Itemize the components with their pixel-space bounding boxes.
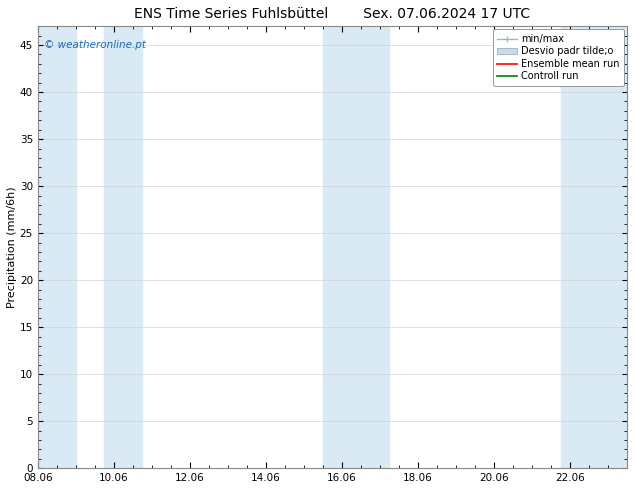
Title: ENS Time Series Fuhlsbüttel        Sex. 07.06.2024 17 UTC: ENS Time Series Fuhlsbüttel Sex. 07.06.2… bbox=[134, 7, 531, 21]
Legend: min/max, Desvio padr tilde;o, Ensemble mean run, Controll run: min/max, Desvio padr tilde;o, Ensemble m… bbox=[493, 29, 624, 86]
Y-axis label: Precipitation (mm/6h): Precipitation (mm/6h) bbox=[7, 186, 17, 308]
Bar bbox=[38, 26, 76, 468]
Bar bbox=[323, 26, 389, 468]
Bar bbox=[105, 26, 143, 468]
Text: © weatheronline.pt: © weatheronline.pt bbox=[44, 40, 146, 49]
Bar bbox=[560, 26, 627, 468]
